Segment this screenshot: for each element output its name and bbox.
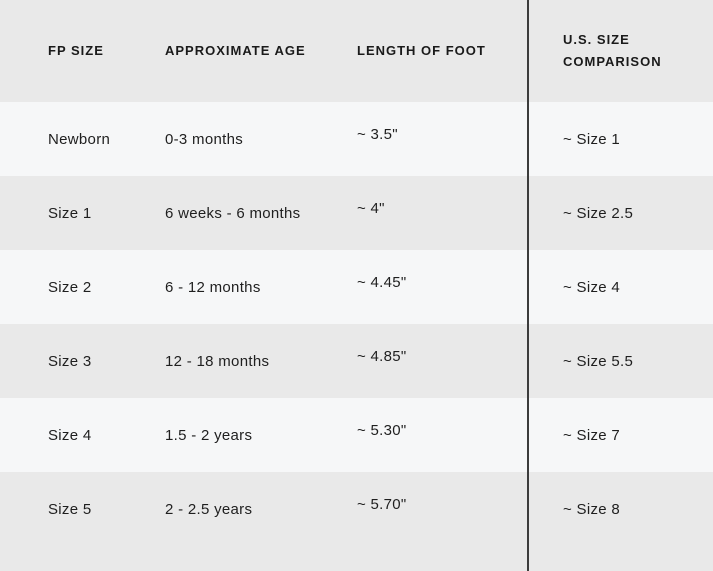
cell-fp-size: Newborn [48,130,111,148]
cell-approximate-age: 2 - 2.5 years [165,500,253,518]
cell-us-size-comparison: ~ Size 5.5 [563,352,634,370]
cell-us-size-comparison: ~ Size 7 [563,426,621,444]
cell-fp-size: Size 3 [48,352,92,370]
cell-fp-size: Size 5 [48,500,92,518]
table-row: Size 1 6 weeks - 6 months ~ 4" ~ Size 2.5 [0,176,713,250]
table-row: Newborn 0-3 months ~ 3.5" ~ Size 1 [0,102,713,176]
cell-approximate-age: 1.5 - 2 years [165,426,253,444]
header-approximate-age: APPROXIMATE AGE [165,43,306,58]
header-length-of-foot: LENGTH OF FOOT [357,43,486,58]
cell-fp-size: Size 2 [48,278,92,296]
column-divider-line [527,0,529,571]
cell-length-of-foot: ~ 5.30" [357,421,407,439]
cell-length-of-foot: ~ 4" [357,199,385,217]
table-row: Size 3 12 - 18 months ~ 4.85" ~ Size 5.5 [0,324,713,398]
table-row: Size 5 2 - 2.5 years ~ 5.70" ~ Size 8 [0,472,713,546]
cell-us-size-comparison: ~ Size 4 [563,278,621,296]
header-row: FP SIZE APPROXIMATE AGE LENGTH OF FOOT U… [0,0,713,102]
cell-us-size-comparison: ~ Size 8 [563,500,621,518]
cell-us-size-comparison: ~ Size 1 [563,130,621,148]
cell-length-of-foot: ~ 4.45" [357,273,407,291]
cell-length-of-foot: ~ 4.85" [357,347,407,365]
cell-fp-size: Size 4 [48,426,92,444]
cell-length-of-foot: ~ 5.70" [357,495,407,513]
table-body: Newborn 0-3 months ~ 3.5" ~ Size 1 Size 1 6 w… [0,102,713,546]
cell-fp-size: Size 1 [48,204,92,222]
table-row: Size 4 1.5 - 2 years ~ 5.30" ~ Size 7 [0,398,713,472]
cell-approximate-age: 0-3 months [165,130,244,148]
table-row: Size 2 6 - 12 months ~ 4.45" ~ Size 4 [0,250,713,324]
header-us-size-comparison: U.S. SIZE COMPARISON [563,32,662,69]
cell-approximate-age: 6 weeks - 6 months [165,204,301,222]
cell-approximate-age: 12 - 18 months [165,352,270,370]
cell-length-of-foot: ~ 3.5" [357,125,398,143]
cell-approximate-age: 6 - 12 months [165,278,261,296]
cell-us-size-comparison: ~ Size 2.5 [563,204,634,222]
header-fp-size: FP SIZE [48,43,104,58]
